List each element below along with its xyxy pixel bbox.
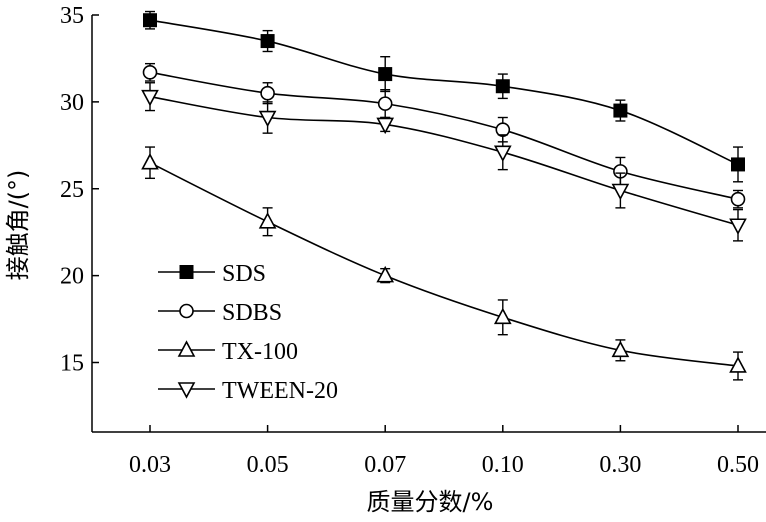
legend: SDS SDBS TX-100 TWEEN-20 — [158, 261, 338, 404]
series-tx-100 — [141, 146, 747, 381]
y-tick-label: 20 — [60, 264, 84, 290]
legend-item: TX-100 — [158, 339, 298, 365]
y-tick-label: 35 — [60, 3, 84, 29]
y-axis-title: 接触角/(°) — [4, 170, 32, 281]
series-line — [149, 71, 739, 200]
series-sdbs — [142, 62, 746, 209]
legend-marker — [177, 340, 196, 357]
series-layer — [141, 10, 747, 381]
x-axis-title: 质量分数/% — [367, 488, 494, 516]
x-tick-label: 0.50 — [717, 452, 759, 478]
data-point — [260, 85, 275, 101]
series-line — [149, 19, 739, 166]
data-point — [376, 117, 395, 135]
data-point — [495, 79, 510, 94]
series-sds — [143, 10, 745, 183]
legend-label: TWEEN-20 — [222, 378, 338, 404]
data-point — [729, 356, 747, 373]
x-tick-label: 0.30 — [599, 452, 641, 478]
y-tick-label: 30 — [60, 90, 84, 116]
data-point — [260, 34, 275, 49]
legend-marker — [179, 265, 194, 279]
axes: 15 20 25 30 35 0.03 0.05 0.07 0.10 0.30 0.50 — [60, 3, 766, 478]
data-point — [611, 183, 630, 201]
y-tick-label: 15 — [60, 351, 84, 377]
data-point — [493, 145, 512, 162]
data-point — [731, 157, 745, 172]
data-point — [141, 89, 159, 107]
series-tween-20 — [141, 82, 747, 242]
data-point — [376, 265, 395, 283]
legend-item: TWEEN-20 — [158, 378, 338, 404]
legend-label: SDS — [222, 261, 266, 287]
legend-marker — [177, 382, 196, 399]
x-tick-label: 0.10 — [482, 452, 524, 478]
data-point — [258, 212, 277, 229]
legend-marker — [179, 303, 194, 319]
data-point — [613, 103, 628, 118]
legend-label: SDBS — [222, 300, 282, 326]
series-line — [149, 95, 739, 227]
data-point — [730, 191, 746, 207]
y-tick-label: 25 — [60, 177, 84, 203]
legend-label: TX-100 — [222, 339, 298, 365]
x-tick-label: 0.05 — [247, 452, 289, 478]
data-point — [378, 67, 393, 82]
data-point — [142, 65, 158, 80]
legend-item: SDBS — [158, 300, 282, 326]
data-point — [143, 13, 157, 28]
data-point — [611, 340, 630, 358]
data-point — [493, 307, 512, 325]
x-tick-label: 0.07 — [364, 452, 406, 478]
x-tick-label: 0.03 — [129, 452, 171, 478]
data-point — [729, 218, 747, 235]
data-point — [141, 152, 159, 170]
legend-item: SDS — [158, 261, 266, 287]
data-point — [258, 110, 277, 128]
data-point — [377, 96, 393, 111]
